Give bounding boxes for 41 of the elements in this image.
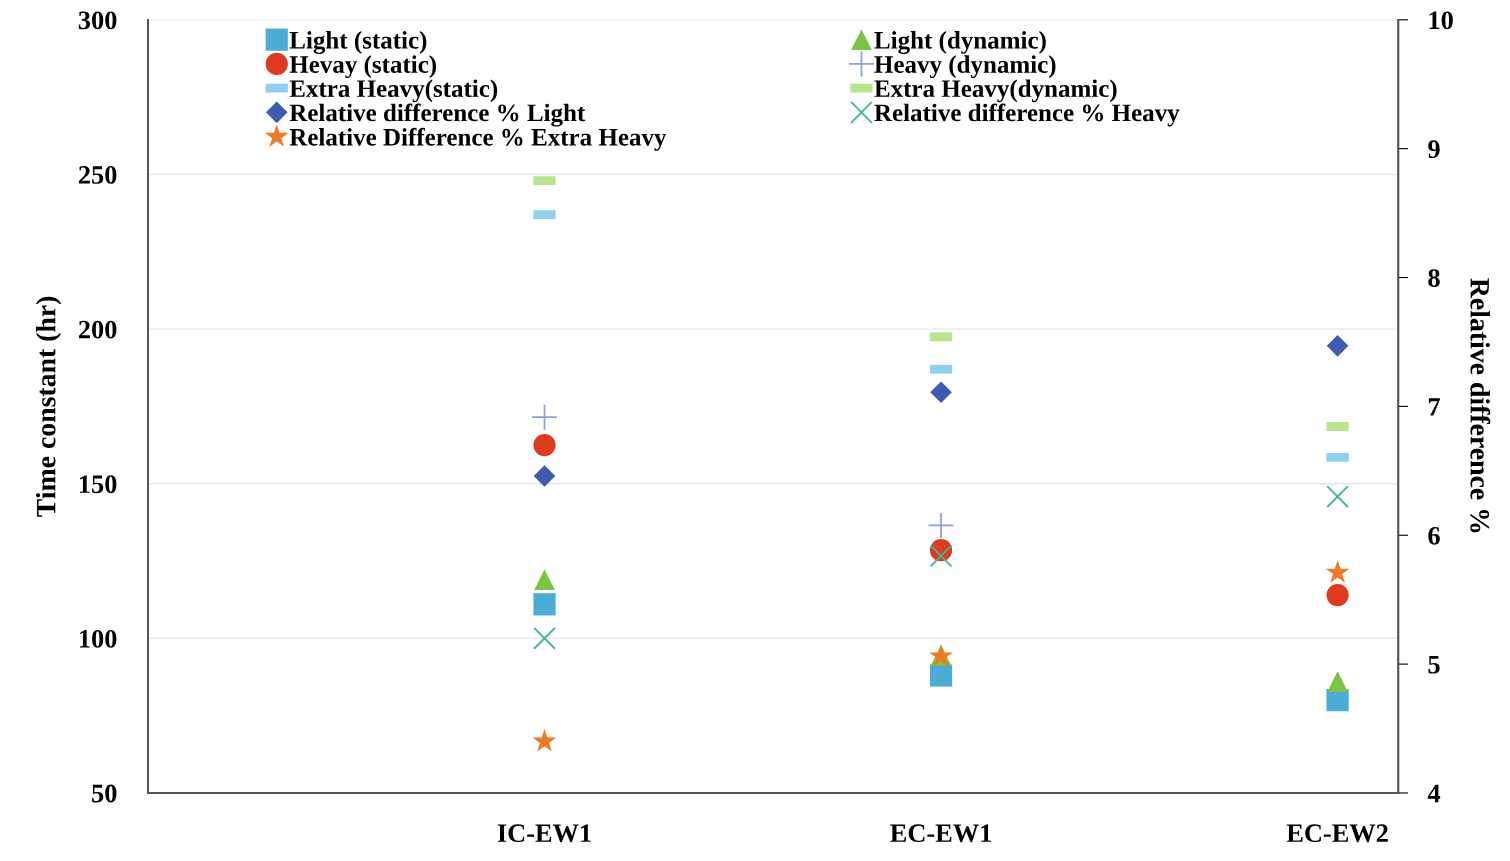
legend-label: Relative difference % Heavy: [874, 103, 1180, 127]
y2-tick-label: 5: [1428, 655, 1440, 674]
y2-tick-label: 7: [1428, 398, 1440, 416]
point: [533, 627, 556, 650]
legend-label: Extra Heavy(static): [289, 79, 498, 103]
y2-tick-label: 6: [1428, 526, 1440, 545]
y-tick-label: 250: [78, 166, 117, 184]
legend-label: Light (dynamic): [874, 31, 1046, 54]
legend-label: Extra Heavy(dynamic): [874, 79, 1117, 103]
y-tick-label: 50: [92, 784, 117, 803]
y2-tick-label: 4: [1427, 784, 1441, 803]
legend-label: Heavy (dynamic): [874, 55, 1056, 79]
point: [533, 433, 556, 457]
y-tick-label: 300: [78, 11, 117, 30]
legend-label: Relative Difference % Extra Heavy: [289, 127, 667, 151]
point: [533, 593, 556, 616]
x-tick-label: EC-EW2: [1286, 824, 1388, 843]
y-tick-label: 200: [78, 320, 117, 339]
x-tick-label: EC-EW1: [890, 824, 991, 843]
legend-label: Hevay (static): [289, 55, 437, 79]
point: [1327, 671, 1349, 693]
point: [1326, 335, 1349, 357]
point: [1325, 560, 1350, 583]
point: [930, 381, 952, 404]
y2-axis-title: Relative difference %: [1470, 278, 1491, 533]
y-tick-label: 100: [79, 629, 117, 648]
point: [1326, 485, 1349, 508]
legend-label: Relative difference % Light: [289, 103, 586, 127]
x-tick-label: IC-EW1: [497, 824, 591, 843]
point: [534, 569, 555, 590]
point: [929, 664, 953, 687]
y-tick-label: 150: [79, 475, 117, 494]
point: [929, 544, 953, 568]
y2-tick-label: 8: [1428, 269, 1440, 287]
legend-label: Light (static): [289, 31, 427, 54]
point: [533, 465, 556, 487]
point: [1326, 583, 1349, 607]
y2-tick-label: 9: [1428, 140, 1440, 159]
point: [532, 728, 557, 752]
y2-tick-label: 10: [1429, 11, 1453, 30]
y-axis-title: Time constant (hr): [35, 296, 62, 517]
